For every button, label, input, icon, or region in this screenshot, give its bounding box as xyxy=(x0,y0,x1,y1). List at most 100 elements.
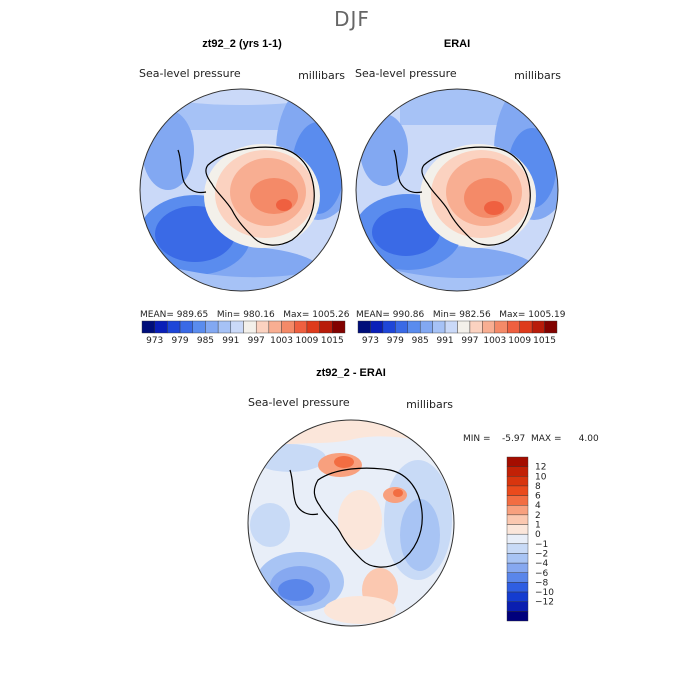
colorbar-model-swatch-9 xyxy=(255,320,270,334)
colorbar-erai-tick-label: 1003 xyxy=(483,336,506,346)
colorbar-difference-tick-label: −2 xyxy=(535,549,548,559)
colorbar-erai-swatch-13 xyxy=(519,320,533,334)
colorbar-erai-swatch-8 xyxy=(457,320,471,334)
colorbar-model-tick-label: 991 xyxy=(222,336,239,346)
colorbar-model-swatch-13 xyxy=(306,320,320,334)
colorbar-model-swatch-15 xyxy=(332,320,346,334)
colorbar-difference-swatch-1 xyxy=(506,466,529,477)
colorbar-model-swatch-10 xyxy=(268,320,282,334)
panel-erai-units: millibars xyxy=(514,69,561,82)
colorbar-erai-swatch-12 xyxy=(507,320,520,334)
colorbar-difference-tick-label: −8 xyxy=(535,578,549,588)
colorbar-model-tick-label: 985 xyxy=(197,336,214,346)
panel-difference-outline xyxy=(247,419,455,627)
colorbar-difference-swatch-14 xyxy=(506,591,529,602)
colorbar-difference-tick-label: −12 xyxy=(535,598,554,608)
colorbar-model-swatch-2 xyxy=(167,320,181,334)
colorbar-erai-swatch-11 xyxy=(494,320,508,334)
colorbar-erai-tick-label: 979 xyxy=(387,336,404,346)
colorbar-difference-tick-label: 2 xyxy=(535,511,541,521)
colorbar-model-swatch-11 xyxy=(281,320,295,334)
colorbar-difference-swatch-11 xyxy=(506,562,529,573)
colorbar-difference-swatch-3 xyxy=(506,485,529,496)
colorbar-model-swatch-1 xyxy=(154,320,168,334)
colorbar-erai-tick-label: 997 xyxy=(461,336,478,346)
colorbar-erai: 973 979 985 991 997 1003 1009 1015 xyxy=(357,320,558,346)
colorbar-difference-swatch-5 xyxy=(506,505,529,516)
colorbar-difference-tick-label: 12 xyxy=(535,463,546,473)
colorbar-model-swatch-5 xyxy=(205,320,219,334)
colorbar-difference-tick-label: −4 xyxy=(535,559,549,569)
colorbar-model-swatch-3 xyxy=(179,320,193,334)
colorbar-difference-swatch-0 xyxy=(506,456,529,467)
colorbar-model-swatch-14 xyxy=(319,320,333,334)
colorbar-erai-swatch-4 xyxy=(407,320,421,334)
colorbar-model-tick-label: 1015 xyxy=(321,336,344,346)
panel-difference-stats: MIN = -5.97 MAX = 4.00 xyxy=(463,434,599,444)
colorbar-difference-tick-label: 1 xyxy=(535,521,541,531)
panel-erai-field-label: Sea-level pressure xyxy=(355,67,457,80)
panel-erai-outline xyxy=(355,88,559,292)
colorbar-model: 973 979 985 991 997 1003 1009 1015 xyxy=(141,320,346,346)
colorbar-erai-tick-label: 991 xyxy=(436,336,453,346)
colorbar-model-tick-label: 1009 xyxy=(295,336,318,346)
panel-difference-map xyxy=(248,420,454,626)
colorbar-model-swatch-6 xyxy=(217,320,232,334)
colorbar-erai-swatch-9 xyxy=(469,320,483,334)
page-title: DJF xyxy=(334,7,370,31)
colorbar-model-tick-label: 973 xyxy=(146,336,163,346)
panel-model-units: millibars xyxy=(298,69,345,82)
panel-model-outline xyxy=(139,88,343,292)
colorbar-erai-tick-label: 973 xyxy=(362,336,379,346)
colorbar-difference-tick-label: 0 xyxy=(535,530,541,540)
colorbar-difference-swatch-16 xyxy=(506,611,529,622)
colorbar-difference-tick-label: 8 xyxy=(535,482,541,492)
colorbar-model-tick-label: 1003 xyxy=(270,336,293,346)
panel-erai-map xyxy=(356,89,558,291)
colorbar-difference-tick-label: −6 xyxy=(535,569,549,579)
panel-model-map xyxy=(140,89,342,291)
panel-difference-title: zt92_2 - ERAI xyxy=(316,367,386,379)
colorbar-difference-swatch-4 xyxy=(506,495,529,506)
colorbar-difference-swatch-9 xyxy=(506,543,529,554)
panel-model-title: zt92_2 (yrs 1-1) xyxy=(202,38,282,50)
colorbar-difference-tick-label: 4 xyxy=(535,501,541,511)
colorbar-erai-swatch-1 xyxy=(370,320,384,334)
colorbar-difference-swatch-15 xyxy=(506,601,529,612)
panel-model-field-label: Sea-level pressure xyxy=(139,67,241,80)
panel-difference-units: millibars xyxy=(406,398,453,411)
panel-erai: ERAI Sea-level pressure millibars MEAN= … xyxy=(355,38,566,346)
colorbar-difference-tick-label: −10 xyxy=(535,588,554,598)
colorbar-model-tick-label: 997 xyxy=(248,336,265,346)
colorbar-difference-swatch-12 xyxy=(506,572,529,583)
colorbar-erai-swatch-2 xyxy=(382,320,396,334)
colorbar-difference-swatch-8 xyxy=(506,533,529,545)
panel-model: zt92_2 (yrs 1-1) Sea-level pressure mill… xyxy=(139,38,350,346)
panel-erai-title: ERAI xyxy=(444,38,470,50)
colorbar-erai-swatch-5 xyxy=(419,320,433,334)
colorbar-model-tick-label: 979 xyxy=(171,336,188,346)
colorbar-erai-swatch-6 xyxy=(432,320,446,334)
colorbar-erai-tick-label: 1015 xyxy=(533,336,556,346)
colorbar-difference-swatch-10 xyxy=(506,553,529,564)
colorbar-erai-swatch-0 xyxy=(357,320,371,334)
panel-model-stats: MEAN= 989.65 Min= 980.16 Max= 1005.26 xyxy=(140,310,350,320)
panel-difference: zt92_2 - ERAI Sea-level pressure milliba… xyxy=(247,367,599,627)
panel-difference-field-label: Sea-level pressure xyxy=(248,396,350,409)
colorbar-model-swatch-7 xyxy=(230,320,244,334)
colorbar-model-swatch-0 xyxy=(141,320,155,334)
colorbar-model-swatch-12 xyxy=(294,320,308,334)
colorbar-model-swatch-4 xyxy=(192,320,206,334)
colorbar-difference-tick-label: −1 xyxy=(535,540,548,550)
colorbar-difference-swatch-13 xyxy=(506,582,529,593)
colorbar-model-swatch-8 xyxy=(243,320,257,334)
colorbar-erai-swatch-7 xyxy=(444,320,458,334)
colorbar-erai-tick-label: 1009 xyxy=(508,336,531,346)
colorbar-difference-tick-label: 6 xyxy=(535,492,541,502)
colorbar-difference-swatch-7 xyxy=(506,524,529,535)
colorbar-difference-swatch-6 xyxy=(506,514,529,525)
colorbar-erai-swatch-14 xyxy=(531,320,545,334)
colorbar-erai-swatch-3 xyxy=(395,320,408,334)
